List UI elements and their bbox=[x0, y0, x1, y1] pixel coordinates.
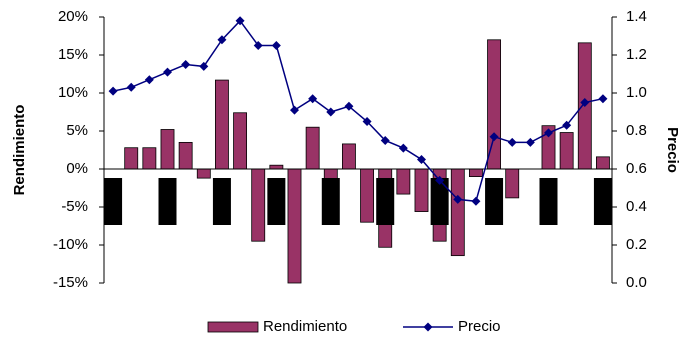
marker bbox=[271, 41, 281, 50]
bar bbox=[305, 126, 320, 170]
marker bbox=[417, 155, 426, 164]
redacted-label bbox=[321, 178, 340, 225]
y-tick-label: -5% bbox=[61, 198, 88, 215]
redacted-label bbox=[104, 178, 123, 225]
marker bbox=[398, 143, 408, 153]
marker bbox=[199, 61, 209, 71]
y-tick-label: 15% bbox=[58, 46, 88, 63]
redacted-label bbox=[485, 178, 504, 225]
marker bbox=[435, 175, 445, 185]
bar bbox=[214, 79, 229, 170]
y-tick-label: -10% bbox=[53, 236, 88, 253]
bar bbox=[414, 168, 429, 212]
bar bbox=[196, 168, 211, 179]
y-tick-label: 0% bbox=[66, 160, 88, 177]
marker bbox=[144, 75, 154, 85]
y2-tick-label: 1.0 bbox=[626, 84, 647, 101]
y-axis-label: Rendimiento bbox=[11, 105, 28, 196]
marker bbox=[489, 132, 499, 142]
line bbox=[112, 19, 604, 203]
y2-tick-label: 0.4 bbox=[626, 198, 647, 215]
marker bbox=[380, 136, 390, 145]
marker bbox=[471, 196, 481, 206]
bar bbox=[360, 168, 375, 223]
legend-label: Rendimiento bbox=[263, 318, 347, 335]
legend-marker bbox=[423, 322, 433, 332]
marker bbox=[253, 41, 263, 50]
marker bbox=[544, 128, 553, 138]
y-tick-label: 5% bbox=[66, 122, 88, 139]
legend-swatch bbox=[207, 321, 259, 333]
bar bbox=[124, 147, 139, 170]
bar bbox=[396, 168, 411, 195]
y2-tick-label: 0.8 bbox=[626, 122, 647, 139]
bar bbox=[487, 39, 502, 170]
marker bbox=[362, 117, 372, 126]
y2-tick-label: 0.6 bbox=[626, 160, 647, 177]
marker bbox=[217, 35, 227, 45]
y-tick-label: 20% bbox=[58, 8, 88, 25]
y2-tick-label: 1.2 bbox=[626, 46, 647, 63]
redacted-label bbox=[539, 178, 558, 225]
bar bbox=[468, 168, 483, 177]
y2-tick-label: 0.2 bbox=[626, 236, 647, 253]
bar bbox=[142, 147, 157, 170]
bar bbox=[178, 141, 193, 170]
marker bbox=[163, 67, 172, 77]
redacted-label bbox=[267, 178, 286, 225]
marker bbox=[326, 107, 336, 117]
redacted-label bbox=[158, 178, 177, 225]
redacted-label bbox=[430, 178, 449, 225]
y2-tick-label: 0.0 bbox=[626, 274, 647, 291]
bar bbox=[450, 168, 465, 257]
bar bbox=[233, 112, 248, 170]
y-tick-label: -15% bbox=[53, 274, 88, 291]
bar bbox=[341, 143, 356, 170]
legend-label: Precio bbox=[458, 318, 501, 335]
bar bbox=[160, 129, 175, 170]
marker bbox=[344, 101, 354, 111]
marker bbox=[562, 120, 572, 130]
marker bbox=[308, 94, 318, 104]
marker bbox=[235, 16, 245, 26]
bar bbox=[287, 168, 302, 284]
marker bbox=[507, 137, 517, 147]
bar bbox=[269, 164, 284, 170]
y-tick-label: 10% bbox=[58, 84, 88, 101]
redacted-label bbox=[593, 178, 612, 225]
marker bbox=[525, 137, 535, 147]
marker bbox=[126, 82, 136, 92]
bar bbox=[595, 156, 610, 170]
y2-axis-label: Precio bbox=[664, 127, 681, 173]
marker bbox=[453, 194, 463, 204]
marker bbox=[598, 94, 608, 104]
marker bbox=[181, 60, 191, 69]
y2-tick-label: 1.4 bbox=[626, 8, 647, 25]
bar bbox=[559, 132, 574, 170]
redacted-label bbox=[376, 178, 395, 225]
marker bbox=[108, 86, 118, 96]
marker bbox=[580, 98, 590, 107]
redacted-label bbox=[212, 178, 231, 225]
marker bbox=[290, 105, 299, 115]
bar bbox=[505, 168, 520, 199]
bar bbox=[251, 168, 266, 242]
